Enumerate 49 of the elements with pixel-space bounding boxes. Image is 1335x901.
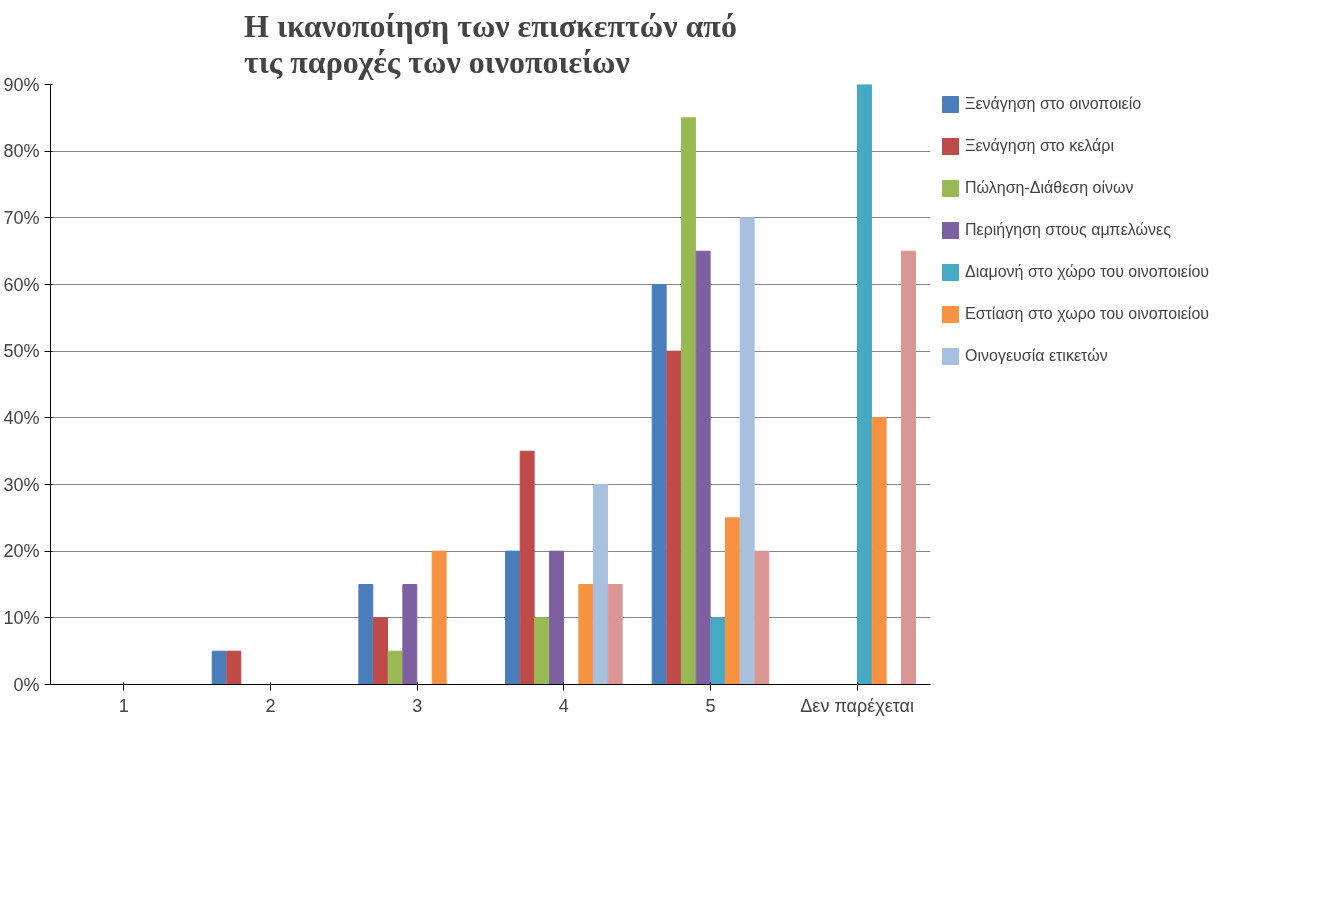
bar (593, 484, 608, 685)
y-tick-label: 20% (3, 541, 40, 562)
bar (373, 617, 388, 685)
legend-label: Περιήγηση στους αμπελώνες (965, 221, 1171, 239)
legend-label: Εστίαση στο χωρο του οινοποιείου (965, 305, 1210, 323)
bar (725, 517, 740, 685)
bar (578, 584, 594, 685)
y-tick-label: 0% (13, 674, 40, 695)
bar (857, 84, 872, 685)
chart-title: Η ικανοποίηση των επισκεπτών από τις παροχές των οινοποιείων (244, 7, 737, 80)
bar (402, 584, 418, 685)
x-tick-label: Δεν παρέχεται (800, 695, 914, 716)
bar (358, 584, 374, 685)
bar (871, 417, 887, 685)
bar (666, 350, 682, 685)
y-tick-label: 50% (3, 341, 40, 362)
bar (754, 550, 770, 685)
bar (549, 550, 564, 685)
bar (739, 217, 755, 685)
bar (607, 584, 623, 685)
legend-label: Διαμονή στο χώρο του οινοποιείου (965, 263, 1210, 281)
x-tick-label: 5 (705, 695, 716, 716)
legend-label: Ξενάγηση στο οινοποιείο (965, 95, 1142, 113)
legend-label: Ξενάγηση στο κελάρι (965, 137, 1115, 155)
y-tick-label: 70% (3, 207, 40, 228)
x-tick-label: 2 (265, 695, 276, 716)
y-tick-label: 80% (3, 141, 40, 162)
y-tick-label: 30% (3, 474, 40, 495)
y-tick-label: 90% (3, 74, 40, 95)
bar (651, 284, 667, 685)
legend-label: Πώληση-Διάθεση οίνων (965, 179, 1134, 197)
y-tick-label: 10% (3, 607, 40, 628)
bar (695, 250, 711, 685)
bar (519, 450, 535, 685)
bar (387, 650, 403, 685)
bar (901, 250, 916, 685)
bar (681, 117, 696, 685)
bar (505, 550, 520, 685)
x-tick-label: 4 (558, 695, 569, 716)
bar (211, 650, 227, 685)
x-tick-label: 1 (118, 695, 129, 716)
legend-label: Οινογευσία ετικετών (965, 347, 1108, 365)
y-tick-label: 40% (3, 407, 40, 428)
x-tick-label: 3 (412, 695, 423, 716)
bar (226, 650, 242, 685)
bar (710, 617, 726, 685)
bar (431, 550, 447, 685)
y-tick-label: 60% (3, 274, 40, 295)
bar (534, 617, 550, 685)
